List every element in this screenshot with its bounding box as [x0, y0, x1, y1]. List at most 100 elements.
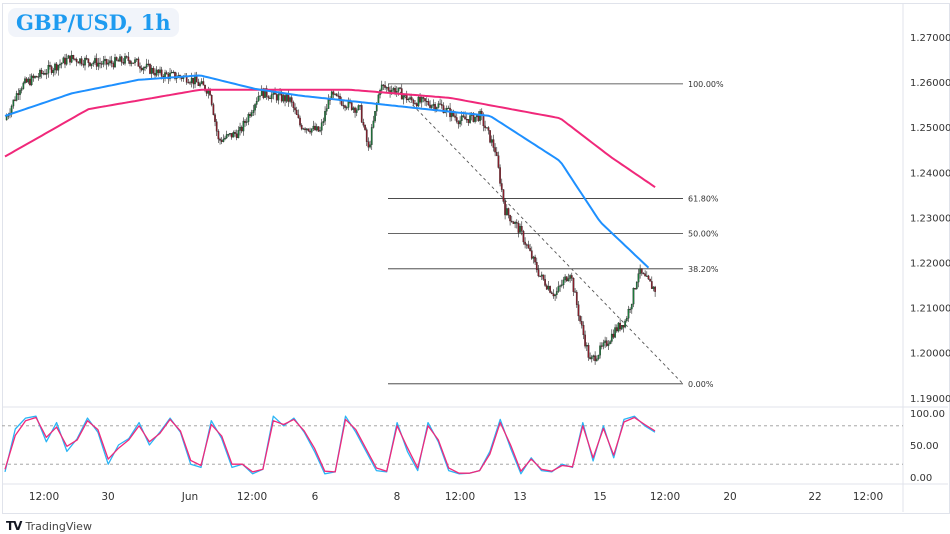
candle-down [649, 278, 651, 282]
candle-up [150, 67, 153, 74]
candle-down [454, 115, 456, 118]
candle-down [579, 315, 581, 322]
candle-up [485, 127, 488, 129]
candle-down [539, 275, 541, 277]
candle-down [634, 288, 636, 290]
candle-down [360, 105, 363, 123]
price-tick-label: 1.24000 [910, 168, 950, 179]
fib-level-label: 100.00% [688, 80, 724, 89]
candle-down [129, 60, 131, 64]
candle-up [124, 56, 126, 64]
candle-down [105, 59, 108, 65]
candle-up [324, 111, 326, 122]
candle-down [572, 278, 575, 292]
candle-down [267, 96, 270, 99]
candle-up [645, 275, 648, 277]
candle-down [265, 88, 268, 97]
candle-down [174, 71, 176, 79]
chart-grid [2, 3, 948, 512]
fibonacci-retracement[interactable]: 100.00% 61.80% 50.00% 38.20% 0.00% [388, 80, 724, 389]
time-tick-label: 12:00 [237, 491, 267, 503]
candle-down [165, 72, 168, 75]
candle-down [99, 62, 101, 64]
candle-up [397, 87, 400, 92]
candle-down [230, 133, 233, 138]
candle-down [574, 291, 576, 293]
price-tick-label: 1.21000 [910, 304, 950, 315]
candle-down [14, 99, 16, 101]
time-tick-label: 12:00 [650, 491, 680, 503]
candle-down [484, 125, 486, 129]
candle-up [224, 137, 226, 140]
candle-up [547, 286, 550, 290]
candle-down [365, 129, 368, 142]
candle-up [90, 63, 93, 66]
candle-down [269, 97, 271, 100]
stochastic-oscillator [2, 415, 903, 475]
candle-down [100, 63, 103, 65]
candle-up [559, 285, 561, 287]
candle-up [609, 341, 611, 345]
candle-up [222, 138, 225, 142]
candle-down [115, 57, 118, 61]
candle-down [410, 97, 413, 101]
candle-down [340, 100, 343, 106]
candle-up [70, 55, 73, 63]
candle-down [565, 276, 568, 282]
candle-down [234, 132, 236, 134]
candle-down [525, 244, 528, 246]
candle-up [359, 105, 361, 107]
candle-down [497, 155, 500, 168]
time-tick-label: 22 [808, 491, 821, 503]
candle-down [85, 58, 88, 60]
candle-down [362, 122, 365, 126]
candle-up [639, 268, 641, 274]
candle-up [334, 93, 336, 95]
candle-down [287, 94, 290, 102]
candle-up [505, 208, 508, 216]
candle-up [84, 58, 86, 66]
ma-fast-line [4, 74, 650, 269]
candle-up [637, 273, 640, 283]
time-tick-label: Jun [181, 491, 198, 503]
candle-up [247, 114, 250, 122]
candle-down [575, 291, 578, 305]
tradingview-logo[interactable]: TV TradingView [6, 519, 92, 533]
candle-down [29, 78, 31, 86]
candle-down [650, 281, 653, 289]
candle-down [284, 95, 286, 102]
candle-up [627, 309, 630, 319]
candle-down [394, 88, 396, 94]
fib-level-label: 38.20% [688, 265, 719, 274]
candle-up [54, 63, 56, 71]
candle-down [140, 68, 143, 71]
candle-down [120, 56, 123, 63]
fib-trend-line[interactable] [399, 91, 684, 385]
candle-up [590, 356, 593, 360]
candle-down [40, 70, 43, 74]
candle-down [55, 63, 58, 71]
candle-up [460, 115, 463, 121]
candle-up [302, 128, 305, 130]
time-axis[interactable]: 12:00 30 Jun 12:00 6 8 12:00 13 15 12:00 20 22 12:00 [29, 491, 883, 503]
candle-down [584, 334, 586, 347]
stoch-k-line [4, 415, 656, 475]
candle-down [335, 93, 338, 97]
candle-up [370, 127, 373, 145]
candle-down [544, 279, 546, 286]
candle-down [89, 62, 91, 66]
candle-down [570, 275, 573, 279]
price-tick-label: 1.22000 [910, 259, 950, 270]
candle-up [10, 105, 13, 114]
candle-up [352, 107, 355, 110]
candle-up [459, 120, 461, 125]
candle-down [605, 340, 608, 346]
price-tick-label: 1.19000 [910, 394, 950, 405]
candle-down [622, 325, 625, 328]
candle-up [479, 111, 481, 121]
candle-down [74, 58, 76, 60]
candle-down [49, 65, 51, 67]
candle-up [560, 284, 563, 286]
price-axis[interactable]: 1.27000 1.26000 1.25000 1.24000 1.23000 1.220… [910, 33, 950, 484]
